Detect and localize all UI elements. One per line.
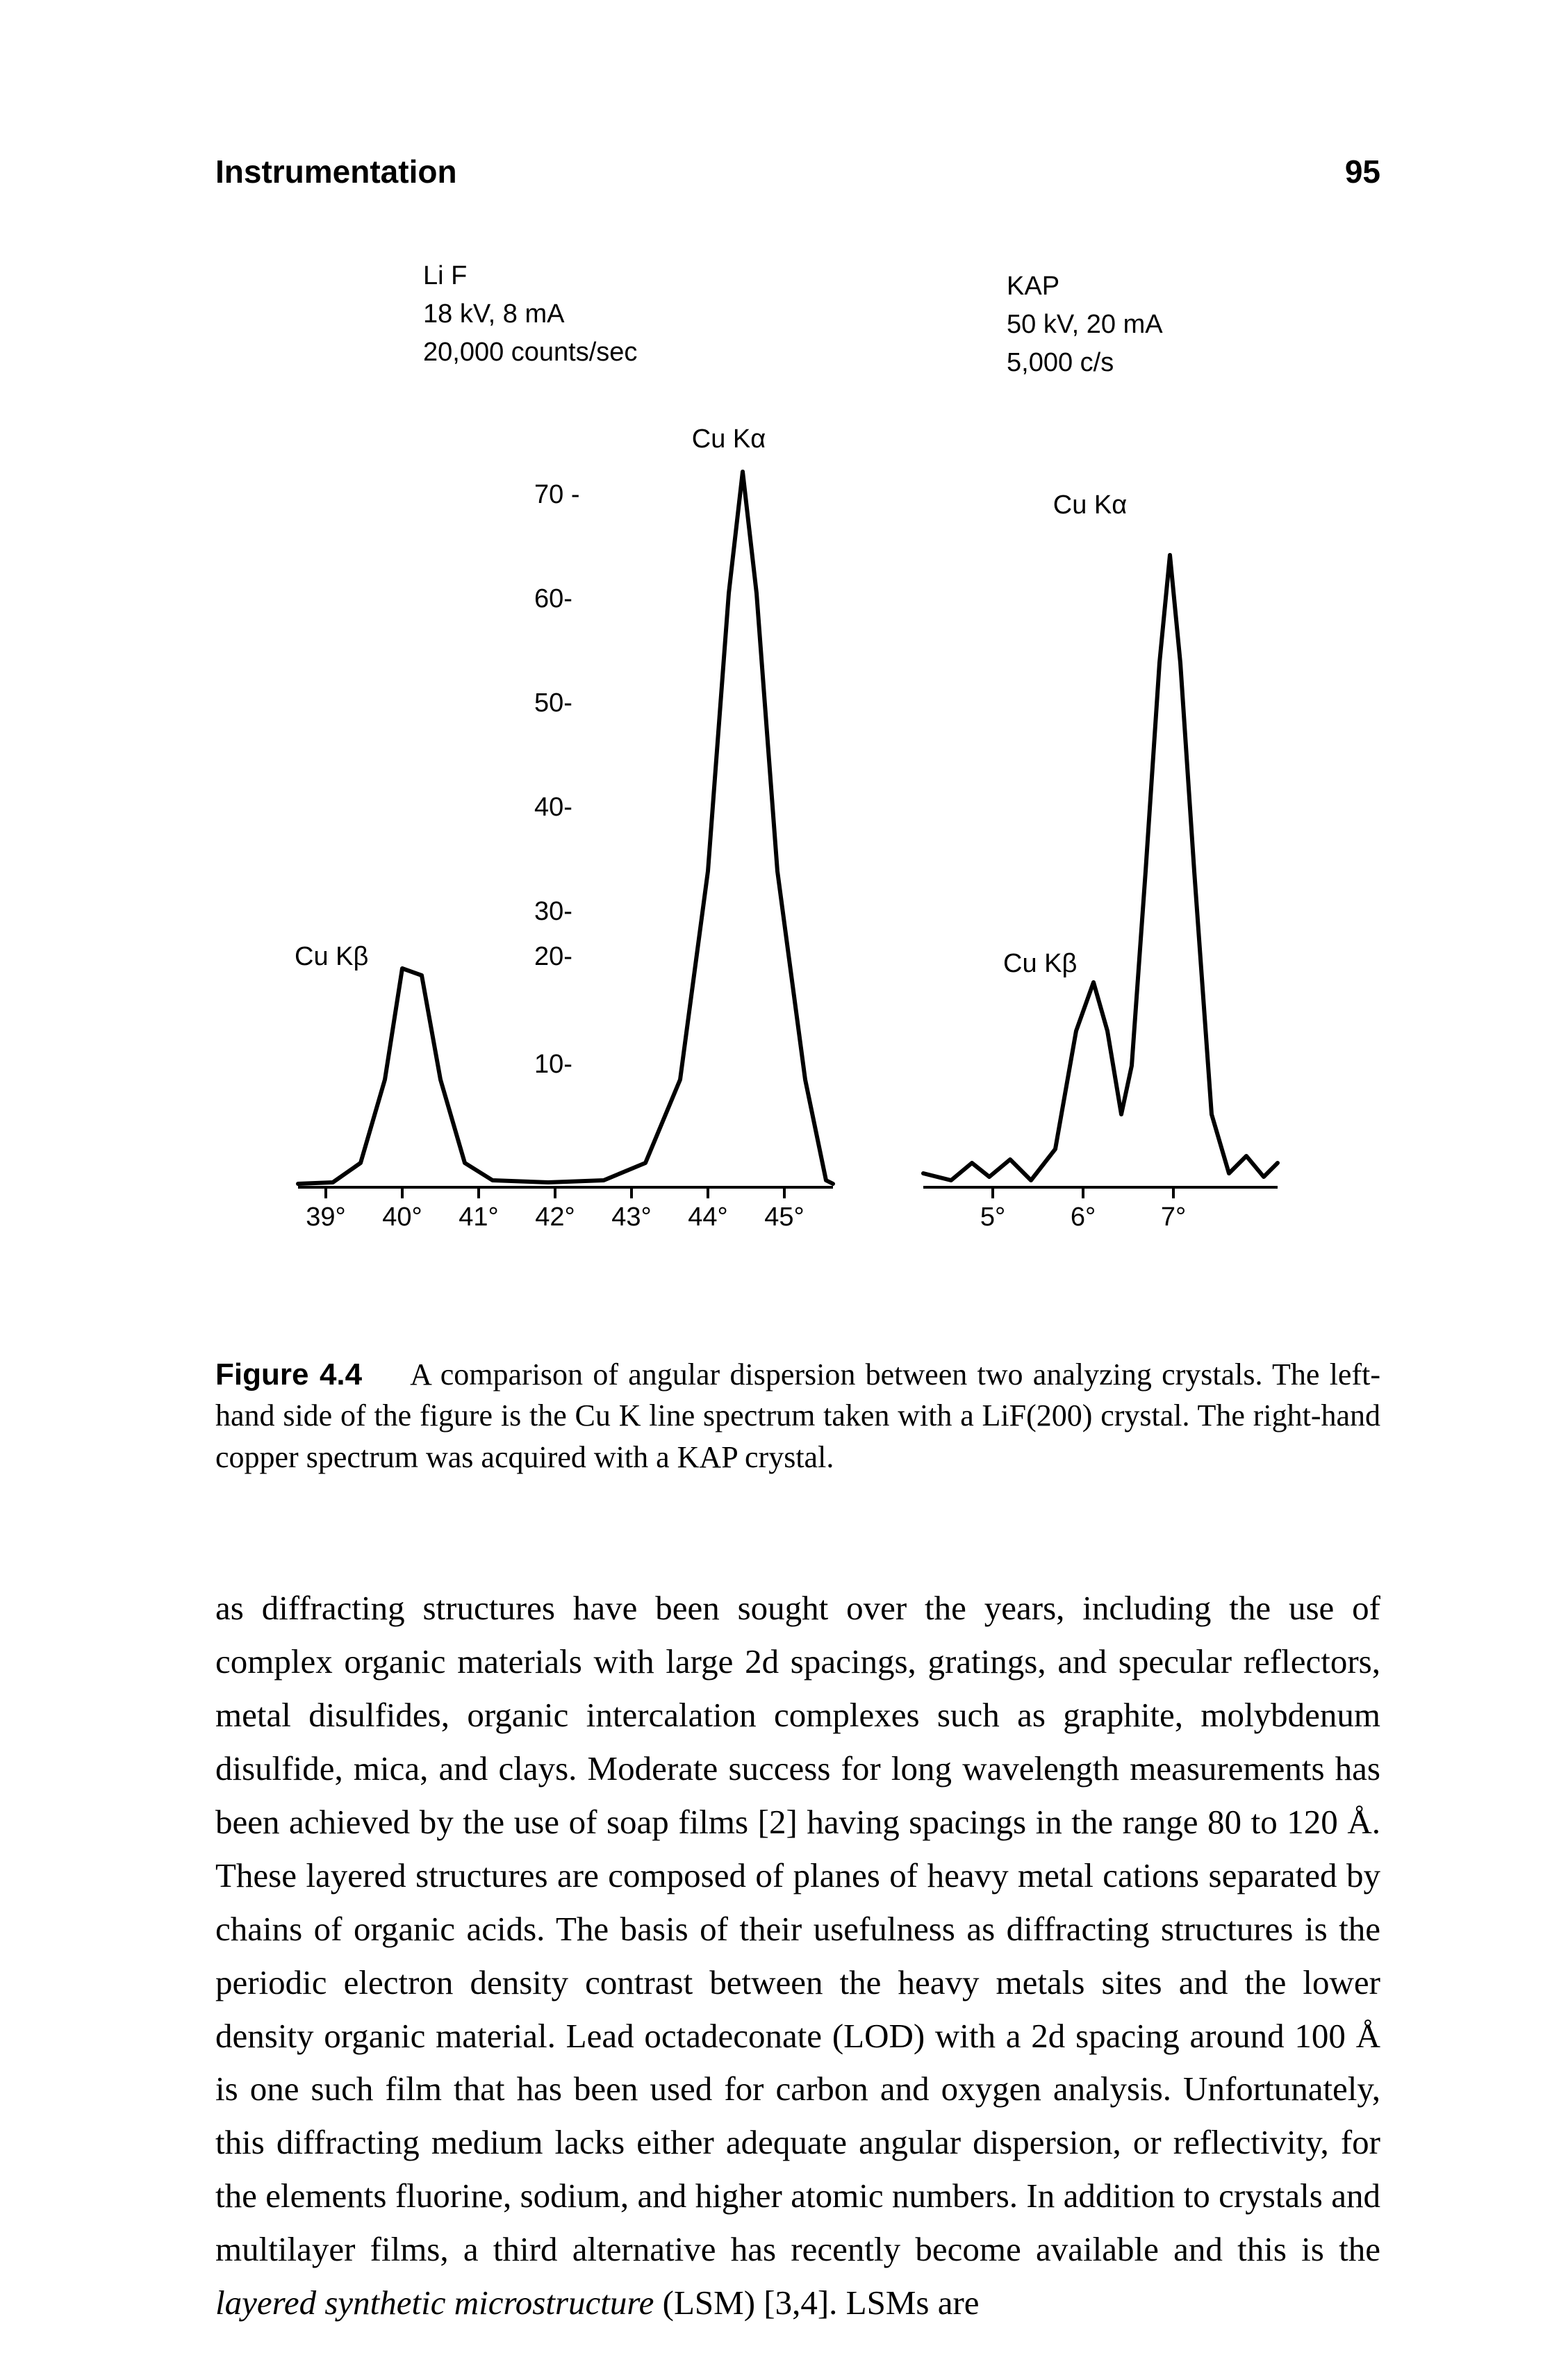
- figure-4-4: Li F 18 kV, 8 mA 20,000 counts/sec Cu Kα Cu …: [215, 246, 1380, 1330]
- left-x-tick-label: 40°: [382, 1203, 422, 1232]
- page-number: 95: [1345, 153, 1380, 190]
- left-info-line: 18 kV, 8 mA: [423, 299, 565, 329]
- body-segment: layered synthetic microstructure: [215, 2283, 654, 2322]
- body-segment: (LSM) [3,4]. LSMs are: [654, 2283, 979, 2322]
- right-x-tick-label: 7°: [1160, 1203, 1185, 1232]
- left-info-line: 20,000 counts/sec: [423, 338, 637, 367]
- figure-svg: Li F 18 kV, 8 mA 20,000 counts/sec Cu Kα Cu …: [256, 246, 1340, 1330]
- figure-caption: Figure 4.4 A comparison of angular dispe…: [215, 1354, 1380, 1478]
- left-y-tick: 60-: [534, 584, 572, 613]
- right-x-tick-label: 6°: [1070, 1203, 1095, 1232]
- left-x-tick-label: 39°: [306, 1203, 345, 1232]
- right-peak-beta-label: Cu Kβ: [1003, 949, 1077, 978]
- running-header: Instrumentation 95: [215, 153, 1380, 190]
- right-spectrum: [923, 555, 1278, 1180]
- body-segment: as diffracting structures have been soug…: [215, 1589, 1380, 2268]
- left-y-tick: 10-: [534, 1050, 572, 1079]
- left-y-tick: 70 -: [534, 480, 579, 509]
- right-info-line: 50 kV, 20 mA: [1007, 310, 1163, 339]
- left-y-tick: 50-: [534, 688, 572, 718]
- right-info-line: 5,000 c/s: [1007, 348, 1114, 377]
- left-x-tick-label: 41°: [459, 1203, 498, 1232]
- left-y-tick: 30-: [534, 897, 572, 926]
- left-info-line: Li F: [423, 261, 467, 290]
- caption-lead: Figure 4.4: [215, 1357, 362, 1391]
- right-info-line: KAP: [1007, 272, 1059, 301]
- body-paragraph: as diffracting structures have been soug…: [215, 1582, 1380, 2330]
- right-peak-alpha-label: Cu Kα: [1053, 490, 1126, 520]
- left-peak-alpha-label: Cu Kα: [691, 424, 765, 454]
- left-x-tick-label: 45°: [764, 1203, 804, 1232]
- left-y-tick: 20-: [534, 942, 572, 971]
- left-y-tick: 40-: [534, 793, 572, 822]
- left-peak-beta-label: Cu Kβ: [295, 942, 368, 971]
- left-x-tick-label: 44°: [688, 1203, 727, 1232]
- left-x-tick-label: 43°: [611, 1203, 651, 1232]
- right-x-tick-label: 5°: [980, 1203, 1005, 1232]
- caption-text: A comparison of angular dispersion betwe…: [215, 1357, 1380, 1474]
- left-x-tick-label: 42°: [535, 1203, 575, 1232]
- section-title: Instrumentation: [215, 153, 457, 190]
